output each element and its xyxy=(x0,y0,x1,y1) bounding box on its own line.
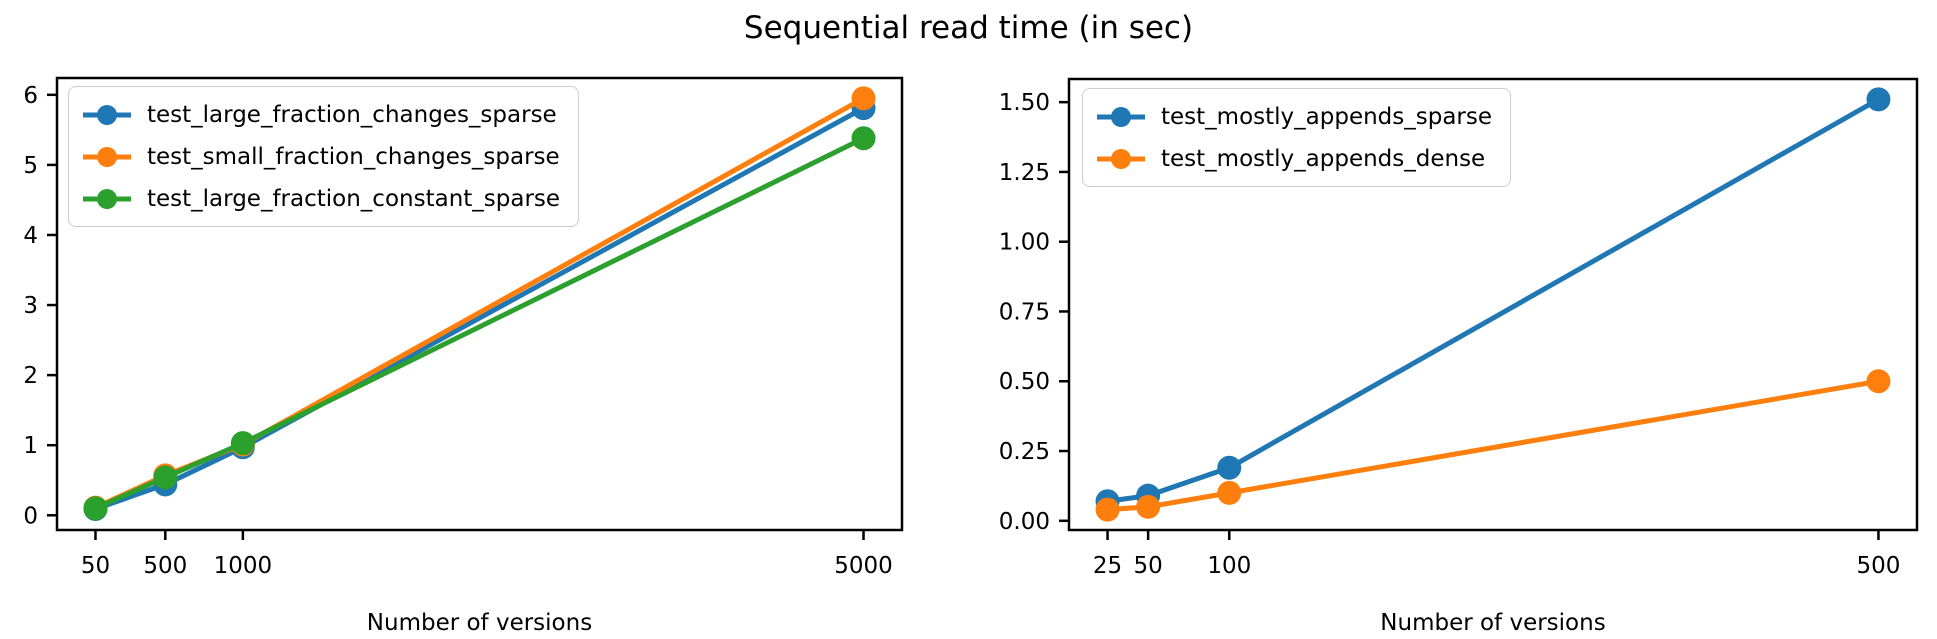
data-point-marker xyxy=(153,465,178,490)
data-point-marker xyxy=(83,496,108,521)
y-axis-tick-label: 2 xyxy=(23,363,38,389)
legend-item: test_mostly_appends_sparse xyxy=(1095,98,1492,135)
y-axis-tick-label: 1.00 xyxy=(999,230,1050,256)
data-point-marker xyxy=(851,126,876,151)
y-axis-tick-label: 0.00 xyxy=(999,509,1050,535)
data-point-marker xyxy=(851,86,876,111)
data-point-marker xyxy=(1866,369,1891,394)
series-line xyxy=(1105,96,1881,504)
x-axis-tick-label: 25 xyxy=(1093,553,1122,579)
x-axis-tick-label: 100 xyxy=(1207,553,1251,579)
figure-title: Sequential read time (in sec) xyxy=(743,10,1194,46)
y-axis-tick-label: 0 xyxy=(23,503,38,529)
data-point-marker xyxy=(230,431,255,456)
y-axis-tick-label: 0.75 xyxy=(999,299,1050,325)
y-axis-tick-label: 3 xyxy=(23,293,38,319)
legend-item: test_small_fraction_changes_sparse xyxy=(81,138,560,175)
line-marker-icon xyxy=(83,104,131,125)
y-axis-tick-label: 6 xyxy=(23,83,38,109)
y-axis-tick-label: 1 xyxy=(23,433,38,459)
y-axis-tick-label: 0.25 xyxy=(999,439,1050,465)
legend-label: test_mostly_appends_sparse xyxy=(1161,103,1493,130)
data-point-marker xyxy=(1136,494,1161,519)
line-marker-icon xyxy=(1097,148,1145,169)
x-axis-label: Number of versions xyxy=(1380,610,1605,636)
x-axis-tick-label: 50 xyxy=(1133,553,1162,579)
left-plot-legend: test_large_fraction_changes_sparse test_… xyxy=(68,86,580,227)
legend-label: test_large_fraction_constant_sparse xyxy=(147,185,561,212)
y-axis-tick-label: 0.50 xyxy=(999,369,1050,395)
data-point-marker xyxy=(1217,455,1242,480)
data-point-marker xyxy=(1866,87,1891,112)
x-axis-label: Number of versions xyxy=(367,610,592,636)
line-marker-icon xyxy=(1097,106,1145,127)
legend-label: test_large_fraction_changes_sparse xyxy=(147,101,557,128)
series-line xyxy=(92,135,867,511)
axes-frame xyxy=(1067,77,1919,532)
y-axis-tick-label: 1.25 xyxy=(999,160,1050,186)
legend-item: test_large_fraction_changes_sparse xyxy=(81,96,560,133)
series-line xyxy=(1105,378,1881,513)
x-axis-tick-label: 1000 xyxy=(214,553,273,579)
data-point-marker xyxy=(1217,480,1242,505)
legend-item: test_mostly_appends_dense xyxy=(1095,140,1492,177)
y-axis-tick-label: 1.50 xyxy=(999,90,1050,116)
y-axis-tick-label: 5 xyxy=(23,153,38,179)
line-marker-icon xyxy=(83,188,131,209)
legend-label: test_small_fraction_changes_sparse xyxy=(147,143,560,170)
legend-item: test_large_fraction_constant_sparse xyxy=(81,180,560,217)
x-axis-tick-label: 500 xyxy=(143,553,187,579)
line-marker-icon xyxy=(83,146,131,167)
legend-label: test_mostly_appends_dense xyxy=(1161,145,1486,172)
x-axis-tick-label: 500 xyxy=(1857,553,1901,579)
series-line xyxy=(92,105,867,512)
x-axis-tick-label: 5000 xyxy=(834,553,893,579)
right-plot-legend: test_mostly_appends_sparse test_mostly_a… xyxy=(1082,88,1512,187)
x-axis-tick-label: 50 xyxy=(81,553,110,579)
y-axis-tick-label: 4 xyxy=(23,223,38,249)
data-point-marker xyxy=(1095,497,1120,522)
